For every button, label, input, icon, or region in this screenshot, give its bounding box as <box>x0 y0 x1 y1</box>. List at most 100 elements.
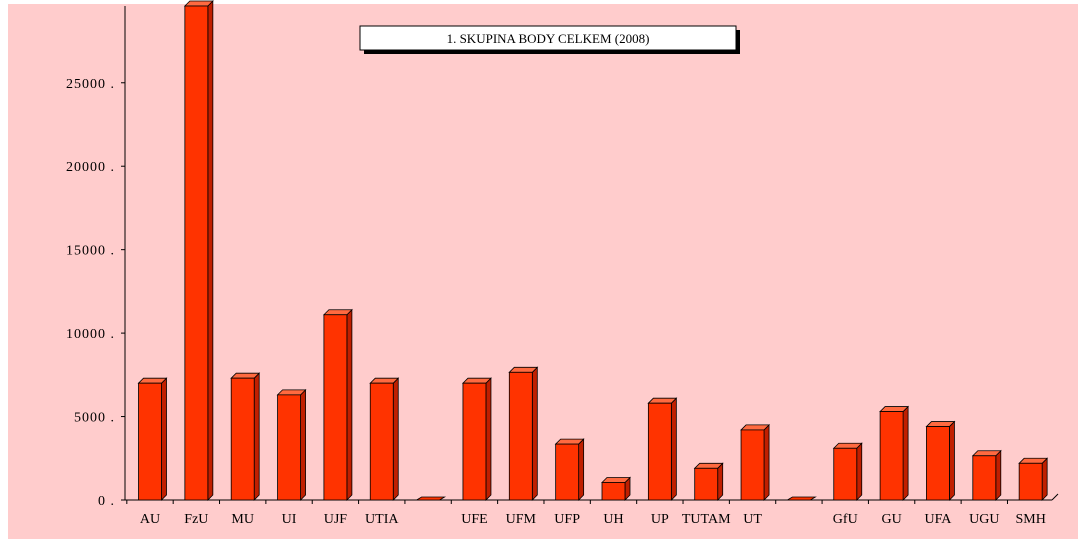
bar <box>183 0 214 501</box>
bar-side <box>763 423 770 501</box>
x-tick-label: FzU <box>184 512 208 527</box>
chart-title-box: 1. SKUPINA BODY CELKEM (2008) <box>359 25 740 54</box>
x-tick-label: GU <box>881 512 901 527</box>
bar-front <box>184 5 209 501</box>
bar-top <box>508 366 539 373</box>
bar-front <box>694 467 719 501</box>
bar-side <box>161 377 167 501</box>
bar <box>879 405 910 501</box>
x-tick-label: UP <box>651 512 669 527</box>
bar-zero <box>785 496 817 501</box>
bar-top <box>137 377 168 384</box>
bar <box>276 388 307 501</box>
plot-background <box>8 4 1078 539</box>
x-tick-label: UFP <box>554 512 580 527</box>
bar-front <box>555 443 580 501</box>
bar-front <box>138 382 162 501</box>
bar-top <box>647 397 678 404</box>
y-tick-label: 0 . <box>98 494 115 509</box>
bar-top <box>322 309 353 316</box>
bar-side <box>902 405 909 501</box>
bar-top <box>461 377 492 384</box>
bar-side <box>207 0 214 501</box>
bar-front <box>972 455 997 501</box>
bar <box>230 372 261 501</box>
bar <box>369 377 400 501</box>
bar <box>137 377 168 501</box>
bars <box>137 0 1049 501</box>
bar-side <box>253 372 260 501</box>
bar-front <box>1018 462 1043 501</box>
bar-front <box>833 447 858 501</box>
bar-zero <box>415 496 447 501</box>
bar <box>415 496 447 501</box>
bar-front <box>462 382 487 501</box>
bar <box>647 397 678 501</box>
bar-side <box>485 377 492 501</box>
x-tick-label: AU <box>140 512 160 527</box>
x-tick-label: UFM <box>506 512 537 527</box>
bar-side <box>578 438 585 501</box>
bar-front <box>647 402 672 501</box>
bar-top <box>832 442 863 449</box>
x-axis-depth-line <box>1051 493 1059 501</box>
x-tick-label: GfU <box>833 512 858 527</box>
bar-side <box>995 449 1002 501</box>
bar <box>740 423 771 501</box>
chart-title: 1. SKUPINA BODY CELKEM (2008) <box>447 31 650 46</box>
bar-front <box>323 314 348 501</box>
bar-top <box>276 389 307 396</box>
bar-top <box>369 377 400 384</box>
bar-side <box>300 388 306 501</box>
x-tick-label: SMH <box>1015 512 1045 527</box>
bar-front <box>740 429 765 501</box>
bar-front <box>879 411 904 501</box>
y-tick-label: 15000 . <box>66 244 115 259</box>
x-tick-label: UTIA <box>365 512 399 527</box>
x-tick-label: UT <box>743 512 762 527</box>
bar-top <box>1018 457 1049 464</box>
x-tick-label: UH <box>603 512 623 527</box>
bar-top <box>230 372 261 379</box>
bar-front <box>369 382 394 501</box>
bar-top <box>925 421 956 427</box>
y-tick-label: 20000 . <box>66 160 115 175</box>
y-tick-label: 5000 . <box>74 411 115 426</box>
x-tick-label: MU <box>231 512 254 527</box>
bar-front <box>926 426 950 501</box>
bar <box>508 366 539 501</box>
title-box <box>359 25 737 51</box>
tick-labels: AU FzU MU UI UJF UTIA UFE UFM UFP UH UP TUTAM UT GfU G… <box>140 512 1046 527</box>
bar-front <box>601 482 626 501</box>
bar <box>322 308 353 501</box>
bar-top <box>601 477 631 483</box>
bar <box>1018 457 1049 501</box>
bar-side <box>392 377 399 501</box>
bar-front <box>508 371 533 501</box>
bar-top <box>693 462 724 469</box>
bar-top <box>971 450 1002 457</box>
bar-side <box>1041 457 1048 501</box>
x-tick-label: UJF <box>324 512 348 527</box>
bar-side <box>949 420 955 501</box>
bar <box>693 462 724 501</box>
y-tick-label: 10000 . <box>66 327 115 342</box>
x-tick-label: TUTAM <box>682 512 731 527</box>
bar-top <box>879 406 910 412</box>
x-tick-label: UI <box>282 512 297 527</box>
bar <box>925 420 956 501</box>
bar <box>461 377 492 501</box>
bar <box>601 476 631 501</box>
x-tick-label: UFE <box>461 512 487 527</box>
bar-front <box>277 394 301 501</box>
bar-top <box>554 438 585 445</box>
bar <box>832 442 863 501</box>
bar-front <box>230 377 255 501</box>
bar-top <box>740 424 771 431</box>
x-tick-label: UFA <box>924 512 952 527</box>
bar-side <box>856 442 863 501</box>
bar-top <box>183 0 214 7</box>
bar <box>554 438 585 501</box>
